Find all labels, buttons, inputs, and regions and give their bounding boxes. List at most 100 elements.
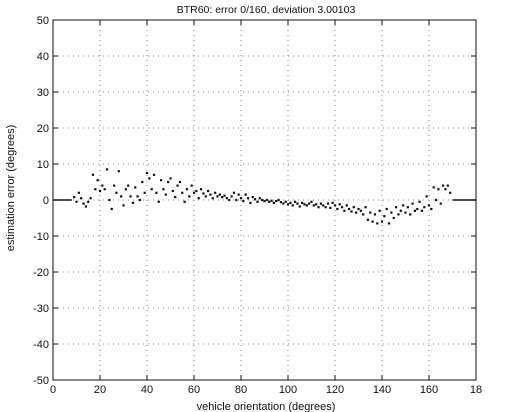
data-point-0-47 bbox=[183, 200, 186, 203]
data-point-0-4 bbox=[82, 202, 85, 205]
data-point-0-112 bbox=[336, 207, 339, 211]
data-point-0-15 bbox=[108, 198, 111, 202]
data-point-0-1 bbox=[75, 200, 78, 203]
data-point-0-108 bbox=[326, 202, 330, 205]
data-point-0-134 bbox=[387, 222, 391, 225]
data-point-0-51 bbox=[192, 191, 196, 194]
x-tick-label-180: 18 bbox=[470, 384, 482, 396]
data-point-0-49 bbox=[188, 195, 191, 198]
data-point-0-139 bbox=[399, 209, 402, 212]
data-point-0-30 bbox=[143, 191, 146, 194]
data-point-0-81 bbox=[263, 199, 266, 203]
y-tick-label--30: -30 bbox=[33, 303, 49, 315]
data-point-0-16 bbox=[110, 207, 113, 211]
y-tick-label--20: -20 bbox=[33, 267, 49, 279]
y-tick-label-50: 50 bbox=[37, 15, 49, 27]
data-point-0-111 bbox=[333, 204, 337, 207]
data-point-0-120 bbox=[355, 211, 358, 214]
data-point-0-128 bbox=[373, 213, 377, 216]
data-point-0-9 bbox=[94, 188, 97, 191]
data-point-0-138 bbox=[397, 213, 400, 216]
data-point-0-125 bbox=[366, 218, 369, 221]
data-point-0-46 bbox=[181, 191, 184, 194]
data-point-0-28 bbox=[138, 198, 142, 202]
data-point-0-137 bbox=[395, 206, 398, 209]
x-tick-label-40: 40 bbox=[141, 384, 153, 396]
data-point-0-136 bbox=[392, 216, 395, 220]
chart-title: BTR60: error 0/160, deviation 3.00103 bbox=[177, 4, 356, 16]
data-point-0-157 bbox=[442, 184, 445, 187]
data-point-0-80 bbox=[261, 198, 264, 202]
data-point-0-27 bbox=[136, 195, 139, 198]
x-tick-label-0: 0 bbox=[50, 384, 56, 396]
data-point-0-98 bbox=[303, 203, 306, 206]
data-point-0-74 bbox=[246, 197, 250, 200]
data-point-0-99 bbox=[305, 204, 308, 207]
data-point-0-37 bbox=[160, 179, 163, 182]
data-point-0-95 bbox=[296, 202, 299, 205]
data-point-0-85 bbox=[272, 201, 275, 204]
data-point-0-36 bbox=[157, 200, 160, 203]
data-points bbox=[73, 168, 452, 225]
data-point-0-122 bbox=[359, 209, 362, 212]
data-point-0-79 bbox=[258, 197, 261, 200]
data-point-0-115 bbox=[343, 209, 346, 212]
data-point-0-41 bbox=[169, 177, 172, 180]
x-axis-label: vehicle orientation (degrees) bbox=[197, 401, 336, 412]
data-point-0-67 bbox=[230, 195, 233, 198]
data-point-0-75 bbox=[249, 201, 252, 204]
data-point-0-21 bbox=[122, 204, 125, 207]
data-point-0-59 bbox=[211, 197, 214, 200]
data-point-0-8 bbox=[91, 173, 95, 176]
data-point-0-141 bbox=[404, 211, 407, 214]
data-point-0-10 bbox=[96, 179, 99, 182]
y-tick-label--50: -50 bbox=[33, 375, 49, 387]
data-point-0-126 bbox=[369, 211, 372, 214]
data-point-0-123 bbox=[362, 213, 365, 216]
data-point-0-140 bbox=[402, 204, 405, 207]
data-point-0-156 bbox=[439, 202, 442, 205]
data-point-0-42 bbox=[171, 189, 174, 193]
data-point-0-90 bbox=[284, 200, 287, 203]
data-point-0-26 bbox=[134, 186, 137, 189]
data-point-0-73 bbox=[244, 193, 247, 196]
data-point-0-53 bbox=[197, 197, 200, 200]
data-point-0-24 bbox=[129, 195, 132, 198]
data-point-0-153 bbox=[432, 186, 435, 189]
data-point-0-31 bbox=[145, 171, 149, 175]
data-point-0-68 bbox=[232, 191, 236, 194]
data-point-0-135 bbox=[390, 211, 393, 214]
data-point-0-45 bbox=[178, 180, 181, 184]
data-point-0-101 bbox=[310, 200, 313, 203]
data-point-0-57 bbox=[207, 189, 210, 193]
data-point-0-19 bbox=[117, 170, 120, 173]
data-point-0-152 bbox=[430, 207, 433, 211]
data-point-0-83 bbox=[268, 200, 271, 203]
data-point-0-146 bbox=[416, 207, 419, 211]
data-point-0-155 bbox=[437, 188, 440, 191]
data-point-0-130 bbox=[378, 209, 381, 212]
data-point-0-72 bbox=[242, 199, 245, 203]
data-point-0-121 bbox=[357, 207, 360, 211]
data-point-0-55 bbox=[202, 192, 205, 195]
data-point-0-22 bbox=[124, 188, 127, 191]
data-point-0-158 bbox=[444, 188, 447, 191]
data-point-0-71 bbox=[239, 197, 243, 200]
data-point-0-103 bbox=[315, 203, 318, 206]
data-point-0-40 bbox=[167, 180, 170, 184]
data-point-0-48 bbox=[185, 188, 189, 191]
data-point-0-52 bbox=[195, 189, 198, 193]
data-point-0-20 bbox=[120, 195, 123, 198]
data-point-0-25 bbox=[131, 201, 134, 204]
data-point-0-62 bbox=[218, 193, 221, 196]
data-point-0-87 bbox=[277, 198, 280, 202]
x-tick-label-140: 140 bbox=[373, 384, 391, 396]
data-point-0-142 bbox=[406, 206, 409, 209]
data-point-0-107 bbox=[324, 206, 327, 209]
data-point-0-6 bbox=[87, 200, 90, 203]
y-tick-label-10: 10 bbox=[37, 159, 49, 171]
data-point-0-127 bbox=[371, 220, 374, 223]
data-point-0-151 bbox=[427, 204, 431, 207]
data-point-0-39 bbox=[164, 193, 167, 196]
data-point-0-70 bbox=[237, 193, 240, 196]
